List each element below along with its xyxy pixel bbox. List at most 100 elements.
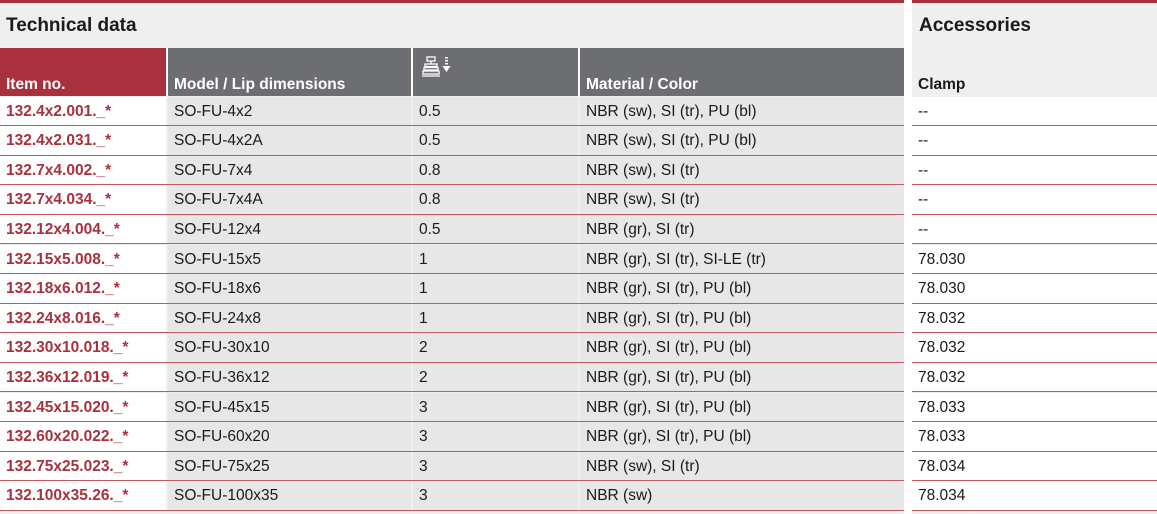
model-cell: SO-FU-100x35	[168, 481, 411, 511]
item-no-cell: 132.18x6.012._*	[0, 274, 166, 304]
clamp-cell: 78.032	[912, 303, 1157, 334]
header-clamp-label: Clamp	[918, 76, 966, 93]
item-no-cell: 132.7x4.034._*	[0, 185, 166, 215]
item-no-cell: 132.36x12.019._*	[0, 362, 166, 393]
row-divider	[0, 302, 904, 304]
model-cell: SO-FU-4x2	[168, 96, 411, 127]
row-divider-right	[912, 361, 1157, 363]
table-row: 132.36x12.019._* SO-FU-36x12 2 NBR (gr), SI…	[0, 362, 1157, 393]
table-row: 132.30x10.018._* SO-FU-30x10 2 NBR (gr), SI…	[0, 333, 1157, 363]
stroke-cell: 2	[413, 362, 578, 393]
clamp-cell: --	[912, 155, 1157, 186]
item-no-cell: 132.7x4.002._*	[0, 155, 166, 186]
item-no-cell: 132.75x25.023._*	[0, 451, 166, 482]
stroke-cell: 3	[413, 481, 578, 511]
stroke-cell: 3	[413, 422, 578, 452]
material-cell: NBR (gr), SI (tr), SI-LE (tr)	[580, 244, 904, 275]
row-divider	[0, 154, 904, 156]
item-no-cell: 132.12x4.004._*	[0, 214, 166, 245]
model-cell: SO-FU-7x4A	[168, 185, 411, 215]
top-accent-line-right	[912, 0, 1157, 3]
row-divider-right	[912, 302, 1157, 304]
row-divider-right	[912, 273, 1157, 275]
accessories-title: Accessories	[919, 15, 1031, 36]
header-model-label: Model / Lip dimensions	[174, 76, 346, 93]
row-divider	[0, 273, 904, 275]
material-cell: NBR (gr), SI (tr), PU (bl)	[580, 303, 904, 334]
material-cell: NBR (gr), SI (tr), PU (bl)	[580, 274, 904, 304]
model-cell: SO-FU-36x12	[168, 362, 411, 393]
header-item-no: Item no.	[0, 48, 166, 96]
stroke-cell: 0.8	[413, 185, 578, 215]
material-cell: NBR (sw), SI (tr)	[580, 451, 904, 482]
row-divider	[0, 213, 904, 215]
table-row: 132.18x6.012._* SO-FU-18x6 1 NBR (gr), SI (…	[0, 274, 1157, 304]
suction-cup-stroke-icon	[422, 55, 454, 86]
table-row: 132.4x2.001._* SO-FU-4x2 0.5 NBR (sw), SI (…	[0, 96, 1157, 127]
table-row: 132.7x4.002._* SO-FU-7x4 0.8 NBR (sw), SI (…	[0, 155, 1157, 186]
clamp-cell: --	[912, 185, 1157, 215]
header-item-no-label: Item no.	[6, 76, 66, 93]
model-cell: SO-FU-24x8	[168, 303, 411, 334]
item-no-cell: 132.15x5.008._*	[0, 244, 166, 275]
row-divider	[0, 332, 904, 334]
row-divider	[0, 450, 904, 452]
table-row: 132.75x25.023._* SO-FU-75x25 3 NBR (sw), SI…	[0, 451, 1157, 482]
stroke-cell: 0.8	[413, 155, 578, 186]
row-divider-right	[912, 480, 1157, 482]
table-row: 132.15x5.008._* SO-FU-15x5 1 NBR (gr), SI (…	[0, 244, 1157, 275]
stroke-cell: 0.5	[413, 126, 578, 156]
table-row: 132.4x2.031._* SO-FU-4x2A 0.5 NBR (sw), SI …	[0, 126, 1157, 156]
stroke-cell: 1	[413, 274, 578, 304]
stroke-cell: 0.5	[413, 214, 578, 245]
model-cell: SO-FU-12x4	[168, 214, 411, 245]
item-no-cell: 132.4x2.031._*	[0, 126, 166, 156]
table-row: 132.12x4.004._* SO-FU-12x4 0.5 NBR (gr), SI…	[0, 214, 1157, 245]
model-cell: SO-FU-45x15	[168, 392, 411, 423]
row-divider-right	[912, 184, 1157, 186]
clamp-cell: 78.032	[912, 362, 1157, 393]
table-row: 132.24x8.016._* SO-FU-24x8 1 NBR (gr), SI (…	[0, 303, 1157, 334]
row-divider-right	[912, 332, 1157, 334]
row-divider-right	[912, 450, 1157, 452]
stroke-cell: 2	[413, 333, 578, 363]
row-divider	[0, 125, 904, 127]
stroke-cell: 1	[413, 244, 578, 275]
row-divider	[0, 509, 904, 511]
table-row: 132.60x20.022._* SO-FU-60x20 3 NBR (gr), SI…	[0, 422, 1157, 452]
stroke-cell: 3	[413, 451, 578, 482]
clamp-cell: 78.030	[912, 244, 1157, 275]
item-no-cell: 132.60x20.022._*	[0, 422, 166, 452]
row-divider	[0, 391, 904, 393]
clamp-cell: 78.030	[912, 274, 1157, 304]
row-divider	[0, 480, 904, 482]
table-row: 132.7x4.034._* SO-FU-7x4A 0.8 NBR (sw), SI …	[0, 185, 1157, 215]
row-divider-right	[912, 421, 1157, 423]
header-clamp: Clamp	[912, 48, 1157, 96]
material-cell: NBR (gr), SI (tr), PU (bl)	[580, 362, 904, 393]
clamp-cell: 78.034	[912, 451, 1157, 482]
model-cell: SO-FU-4x2A	[168, 126, 411, 156]
header-stroke	[411, 48, 578, 96]
model-cell: SO-FU-7x4	[168, 155, 411, 186]
model-cell: SO-FU-60x20	[168, 422, 411, 452]
material-cell: NBR (sw), SI (tr), PU (bl)	[580, 96, 904, 127]
clamp-cell: --	[912, 214, 1157, 245]
row-divider	[0, 184, 904, 186]
technical-data-title: Technical data	[6, 15, 137, 36]
item-no-cell: 132.45x15.020._*	[0, 392, 166, 423]
model-cell: SO-FU-15x5	[168, 244, 411, 275]
material-cell: NBR (sw), SI (tr)	[580, 185, 904, 215]
material-cell: NBR (gr), SI (tr), PU (bl)	[580, 422, 904, 452]
material-cell: NBR (sw), SI (tr), PU (bl)	[580, 126, 904, 156]
material-cell: NBR (gr), SI (tr)	[580, 214, 904, 245]
row-divider	[0, 243, 904, 245]
model-cell: SO-FU-18x6	[168, 274, 411, 304]
row-divider-right	[912, 509, 1157, 511]
stroke-cell: 1	[413, 303, 578, 334]
header-material: Material / Color	[578, 48, 904, 96]
clamp-cell: --	[912, 96, 1157, 127]
clamp-cell: 78.032	[912, 333, 1157, 363]
row-divider-right	[912, 213, 1157, 215]
row-divider-right	[912, 125, 1157, 127]
